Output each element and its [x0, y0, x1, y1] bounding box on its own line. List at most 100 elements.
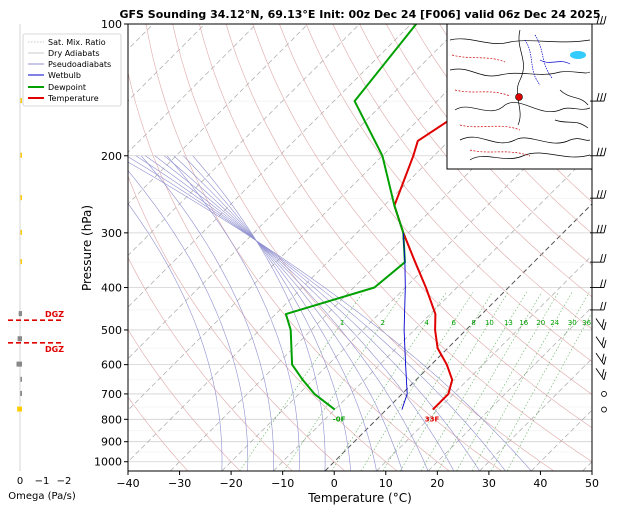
omega-bar — [16, 361, 22, 367]
y-tick-200: 200 — [101, 150, 122, 163]
legend-label: Dewpoint — [48, 83, 86, 92]
isotherm-line — [128, 24, 515, 411]
y-tick-900: 900 — [101, 436, 122, 449]
omega-tick-m1: −1 — [35, 476, 50, 487]
isotherm-line — [128, 24, 463, 360]
wind-barb — [590, 224, 607, 234]
wind-barb-feather — [600, 15, 603, 25]
wind-barb — [590, 279, 607, 288]
wind-barb — [595, 318, 607, 331]
isotherm-line — [128, 24, 412, 308]
y-tick-500: 500 — [101, 324, 122, 337]
isotherm-line — [479, 358, 592, 471]
mix-ratio-line — [239, 292, 364, 471]
dry-adiabat-line — [412, 24, 592, 234]
wind-barb-feather — [600, 224, 603, 233]
wind-barb-feather — [600, 92, 603, 102]
wind-barb-feather — [603, 279, 607, 288]
wind-barb — [595, 352, 607, 365]
pseudoadiabat-line — [128, 161, 532, 471]
legend-entry-dry-adiabats: Dry Adiabats — [28, 49, 100, 58]
pseudoadiabat-line — [183, 155, 351, 471]
legend-label: Wetbulb — [48, 71, 81, 80]
dry-adiabat-line — [225, 24, 592, 463]
dry-adiabat-line — [279, 24, 592, 395]
wind-barb-calm — [601, 406, 607, 413]
wind-barbs — [590, 15, 607, 413]
wind-barb-feather — [603, 15, 607, 25]
y-axis-label: Pressure (hPa) — [80, 205, 94, 291]
wind-barb-staff — [595, 352, 605, 365]
y-tick-300: 300 — [101, 227, 122, 240]
isotherm-line — [376, 255, 592, 471]
mix-ratio-label: 6 — [451, 319, 456, 327]
wind-barb-feather — [596, 147, 600, 156]
series-line-dewpoint — [284, 24, 417, 411]
x-axis-label: Temperature (°C) — [307, 491, 412, 505]
omega-bar — [17, 406, 22, 412]
omega-bar — [20, 195, 22, 201]
mix-ratio-line — [360, 292, 474, 471]
location-marker — [515, 93, 523, 101]
wind-barb-feather — [596, 92, 600, 102]
omega-tick-m2: −2 — [57, 476, 72, 487]
pseudoadiabat-line — [128, 203, 223, 471]
isotherm-line — [128, 24, 360, 256]
x-axis-ticks: −40 −30 −20 −10 0 10 20 30 40 50 — [116, 471, 599, 490]
y-tick-100: 100 — [101, 18, 122, 31]
x-tick-m10: −10 — [271, 477, 294, 490]
wind-barb-feather — [601, 353, 605, 362]
wind-barb — [590, 15, 607, 25]
omega-bar — [20, 98, 22, 104]
y-axis-ticks: 100 200 300 400 500 600 700 800 900 1000 — [94, 18, 128, 469]
wind-barb-feather — [600, 301, 603, 311]
dgz-top-label: DGZ — [45, 310, 64, 319]
mix-ratio-label: 20 — [536, 319, 545, 327]
wind-barb-feather — [603, 301, 607, 311]
wind-barb — [595, 336, 607, 349]
omega-bar — [20, 259, 22, 265]
series-layer — [284, 24, 516, 411]
dry-adiabat-line — [128, 329, 241, 471]
legend: Sat. Mix. Ratio Dry Adiabats Pseudoadiab… — [22, 33, 122, 107]
wind-barb — [590, 190, 607, 199]
mix-ratio-line — [456, 292, 559, 471]
legend-label: Dry Adiabats — [48, 49, 100, 58]
wind-barb-feather — [596, 190, 600, 199]
legend-label: Sat. Mix. Ratio — [48, 38, 106, 47]
omega-panel — [16, 24, 22, 471]
dry-adiabat-line — [332, 24, 592, 330]
legend-entry-pseudoadiabats: Pseudoadiabats — [28, 60, 111, 69]
pseudoadiabat-line — [164, 155, 403, 471]
dry-adiabat-line — [128, 175, 345, 471]
wind-barb-staff — [595, 318, 605, 331]
pseudoadiabat-line — [145, 155, 455, 471]
wind-barb-feather — [603, 190, 607, 199]
legend-box — [22, 33, 122, 107]
x-tick-20: 20 — [430, 477, 444, 490]
inset-map — [446, 23, 593, 170]
dry-adiabat-line — [252, 24, 592, 429]
pseudoadiabat-line — [173, 155, 377, 471]
pseudoadiabat-line — [135, 155, 480, 471]
pseudoadiabat-line — [140, 155, 274, 471]
pseudoadiabat-line — [154, 155, 429, 471]
wind-barb — [595, 368, 607, 381]
omega-bar — [18, 311, 22, 317]
isotherm-line — [324, 203, 592, 471]
isotherm-line — [170, 48, 592, 471]
omega-axis-title: Omega (Pa/s) — [8, 491, 76, 502]
mix-ratio-line — [382, 292, 493, 471]
wind-barb-calm — [601, 391, 607, 397]
surface-dewpoint-label: -0F — [333, 416, 346, 424]
dry-adiabat-line — [128, 396, 189, 471]
dry-adiabat-line — [128, 71, 398, 471]
y-tick-1000: 1000 — [94, 456, 122, 469]
x-tick-0: 0 — [331, 477, 338, 490]
x-tick-30: 30 — [482, 477, 496, 490]
series-line-temperature — [393, 24, 516, 411]
legend-entry-sat-mix-ratio: Sat. Mix. Ratio — [28, 38, 106, 47]
wind-barb — [590, 147, 607, 157]
wind-barb-feather — [601, 318, 605, 328]
mix-ratio-line — [331, 292, 447, 471]
